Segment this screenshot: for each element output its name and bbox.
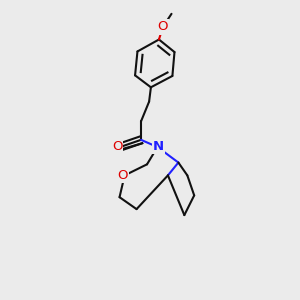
Text: O: O (158, 20, 168, 34)
Text: O: O (112, 140, 122, 153)
Text: O: O (117, 169, 128, 182)
Text: N: N (153, 140, 164, 153)
